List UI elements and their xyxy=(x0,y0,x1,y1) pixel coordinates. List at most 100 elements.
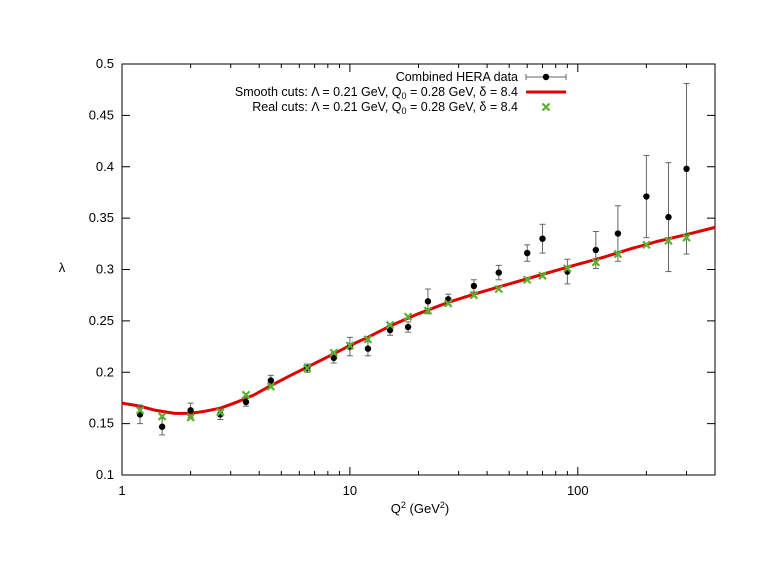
real-cuts-cross xyxy=(329,348,339,358)
real-cuts-point xyxy=(345,341,355,350)
real-cuts-point xyxy=(403,312,413,322)
plot-frame xyxy=(121,63,716,476)
hera-marker xyxy=(470,282,478,290)
real-cuts-cross xyxy=(469,290,479,300)
legend-label-part: 0 xyxy=(402,91,407,101)
hera-marker xyxy=(364,345,372,352)
real-cuts-point xyxy=(186,413,195,422)
real-cuts-point xyxy=(494,284,504,294)
real-cuts-point xyxy=(423,306,433,315)
hera-marker xyxy=(614,230,622,237)
hera-data-point xyxy=(470,279,478,293)
real-cuts-cross xyxy=(494,284,504,294)
hera-data-point xyxy=(404,321,412,333)
legend-label-part: = 0.28 GeV, δ = 8.4 xyxy=(407,85,518,99)
hera-marker xyxy=(683,165,690,173)
real-cuts-cross xyxy=(363,335,373,344)
x-axis-label-part: ) xyxy=(445,501,449,516)
legend-label: Combined HERA data xyxy=(396,70,518,84)
series-layer xyxy=(121,83,716,436)
real-cuts-cross xyxy=(682,233,691,242)
real-cuts-point xyxy=(469,290,479,300)
real-cuts-point xyxy=(591,258,601,267)
x-axis-label: Q2 (GeV2) xyxy=(391,500,449,516)
real-cuts-cross xyxy=(443,299,453,308)
hera-data-point xyxy=(386,324,394,336)
real-cuts-cross xyxy=(591,258,601,267)
legend-label-part: = 0.28 GeV, δ = 8.4 xyxy=(407,100,518,114)
real-cuts-cross xyxy=(563,264,572,273)
real-cuts-cross xyxy=(613,249,623,259)
hera-marker xyxy=(592,246,600,254)
real-cuts-point xyxy=(538,271,547,280)
hera-data-point xyxy=(683,83,690,255)
real-cuts-cross xyxy=(135,405,145,415)
y-tick-label: 0.35 xyxy=(89,210,114,225)
hera-marker xyxy=(386,326,394,334)
real-cuts-point xyxy=(157,412,167,421)
x-axis-label-part: 2 xyxy=(401,500,406,510)
x-axis-label-part: (GeV xyxy=(406,501,440,516)
y-tick-label: 0.4 xyxy=(96,159,114,174)
hera-marker xyxy=(242,398,250,406)
hera-marker xyxy=(404,323,412,331)
hera-data-point xyxy=(158,417,166,436)
y-tick-label: 0.5 xyxy=(96,56,114,71)
y-axis-label: λ xyxy=(59,260,66,275)
real-cuts-cross xyxy=(157,412,167,421)
real-cuts-point xyxy=(241,390,251,400)
real-cuts-cross xyxy=(642,240,651,250)
x-axis-label-part: Q xyxy=(391,501,401,516)
smooth-cuts-line xyxy=(121,225,716,415)
real-cuts-cross xyxy=(403,312,413,322)
y-tick-label: 0.3 xyxy=(96,262,114,277)
real-cuts-point xyxy=(522,275,532,285)
hera-marker xyxy=(539,235,546,242)
real-cuts-cross xyxy=(302,363,312,373)
hera-marker xyxy=(330,354,338,362)
real-cuts-cross xyxy=(241,390,251,400)
real-cuts-point xyxy=(216,408,225,417)
legend-label-part: Real cuts: Λ = 0.21 GeV, Q xyxy=(252,100,402,114)
real-cuts-cross xyxy=(522,275,532,285)
y-tick-label: 0.2 xyxy=(96,364,114,379)
legend-label-part: 0 xyxy=(402,106,407,116)
hera-marker xyxy=(495,269,502,276)
hera-data-point xyxy=(539,223,546,254)
hera-data-point xyxy=(495,264,502,281)
plot-frame-ticks: 0.1 0.15 0.2 0.25 0.3 0.35 0.4 0.45 0.5 1 10 100 xyxy=(89,56,716,498)
real-cuts-cross xyxy=(538,271,547,280)
real-cuts-point xyxy=(642,240,651,250)
real-cuts-point xyxy=(363,335,373,344)
hera-marker xyxy=(524,249,531,257)
real-cuts-cross xyxy=(664,236,673,246)
hera-marker xyxy=(643,193,650,200)
hera-marker xyxy=(187,407,194,414)
legend-label: Real cuts: Λ = 0.21 GeV, Q0 = 0.28 GeV, … xyxy=(252,100,518,116)
real-cuts-cross xyxy=(186,413,195,422)
real-cuts-point xyxy=(302,363,312,373)
real-cuts-cross xyxy=(423,306,433,315)
hera-data-point xyxy=(364,340,372,357)
legend-label-part: Smooth cuts: Λ = 0.21 GeV, Q xyxy=(235,85,402,99)
x-axis-label-part: 2 xyxy=(440,500,445,510)
real-cuts-point xyxy=(329,348,339,358)
legend-label: Smooth cuts: Λ = 0.21 GeV, Q0 = 0.28 GeV… xyxy=(235,85,518,101)
real-cuts-cross xyxy=(266,382,276,391)
real-cuts-point xyxy=(563,264,572,273)
legend-hera-marker xyxy=(542,73,550,81)
x-tick-label: 10 xyxy=(343,483,357,498)
y-tick-label: 0.1 xyxy=(96,467,114,482)
y-tick-label: 0.15 xyxy=(89,416,114,431)
hera-data-point xyxy=(524,244,531,262)
hera-marker xyxy=(267,377,275,384)
y-tick-label: 0.45 xyxy=(89,107,114,122)
real-cuts-point xyxy=(135,405,145,415)
y-tick-label: 0.25 xyxy=(89,313,114,328)
real-cuts-cross xyxy=(345,341,355,350)
hera-data-point xyxy=(643,154,650,239)
hera-marker xyxy=(158,423,166,430)
real-cuts-point xyxy=(613,249,623,259)
